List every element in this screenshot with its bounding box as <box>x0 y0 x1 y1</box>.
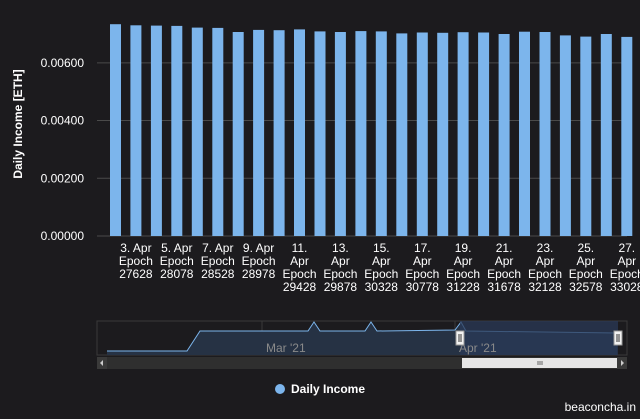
bar[interactable] <box>519 31 530 237</box>
x-tick-label: 7. Apr Epoch 28528 <box>201 241 235 281</box>
y-axis-title: Daily Income [ETH] <box>11 69 25 178</box>
bar[interactable] <box>539 32 551 236</box>
bar[interactable] <box>621 36 633 237</box>
x-tick-label: 23. Apr Epoch 32128 <box>528 241 562 294</box>
navigator-label-apr: Apr '21 <box>459 341 497 355</box>
y-tick-label: 0.00000 <box>41 229 85 243</box>
x-tick-label: 9. Apr Epoch 28978 <box>242 241 276 281</box>
bar[interactable] <box>478 32 490 237</box>
bar[interactable] <box>253 29 265 237</box>
legend[interactable]: Daily Income <box>275 382 365 396</box>
bar[interactable] <box>355 31 367 236</box>
bar[interactable] <box>600 34 612 236</box>
navigator-label-mar: Mar '21 <box>266 341 306 355</box>
bar[interactable] <box>130 25 142 236</box>
legend-marker <box>275 384 285 394</box>
bar[interactable] <box>559 35 571 237</box>
navigator-handle-right[interactable] <box>613 330 623 346</box>
bar[interactable] <box>580 36 592 236</box>
x-tick-label: 3. Apr Epoch 27628 <box>119 241 153 281</box>
bar[interactable] <box>171 25 183 237</box>
chevron-left-icon <box>100 360 103 366</box>
bar[interactable] <box>334 32 346 236</box>
credit-link[interactable]: beaconcha.in <box>565 400 636 414</box>
bar[interactable] <box>294 29 305 237</box>
legend-label[interactable]: Daily Income <box>291 382 365 396</box>
x-tick-label: 27.AprEpoch33028 <box>610 241 640 294</box>
x-tick-label: 17. Apr Epoch 30778 <box>405 241 439 294</box>
navigator-selected-range[interactable] <box>460 321 618 355</box>
bar[interactable] <box>191 27 203 236</box>
bar-series[interactable] <box>110 24 633 237</box>
bar[interactable] <box>273 30 285 237</box>
x-tick-label: 5. Apr Epoch 28078 <box>160 241 194 281</box>
navigator[interactable]: Mar '21 Apr '21 <box>96 320 628 356</box>
bar[interactable] <box>212 27 224 237</box>
bar[interactable] <box>150 25 162 236</box>
x-tick-label: 19. Apr Epoch 31228 <box>446 241 480 294</box>
y-axis-ticks: 0.00000 0.00200 0.00400 0.00600 <box>41 56 85 243</box>
x-tick-label: 21. Apr Epoch 31678 <box>487 241 521 294</box>
y-tick-label: 0.00200 <box>41 171 85 185</box>
bar[interactable] <box>396 33 408 237</box>
chevron-right-icon <box>621 360 624 366</box>
bar[interactable] <box>457 32 469 237</box>
bar[interactable] <box>110 24 121 237</box>
x-tick-label: 11. Apr Epoch 29428 <box>282 241 316 294</box>
y-tick-label: 0.00400 <box>41 114 85 128</box>
bar[interactable] <box>232 32 244 236</box>
x-tick-label: 13. Apr Epoch 29878 <box>323 241 357 294</box>
y-tick-label: 0.00600 <box>41 56 85 70</box>
bar[interactable] <box>416 32 428 237</box>
x-tick-label: 25. Apr Epoch 32578 <box>569 241 603 294</box>
navigator-scrollbar[interactable] <box>97 357 627 369</box>
bar[interactable] <box>375 31 387 237</box>
navigator-handle-left[interactable] <box>455 330 465 346</box>
bar[interactable] <box>314 31 326 237</box>
bar[interactable] <box>498 34 510 236</box>
bar[interactable] <box>437 32 449 236</box>
x-tick-label: 15. Apr Epoch 30328 <box>364 241 398 294</box>
